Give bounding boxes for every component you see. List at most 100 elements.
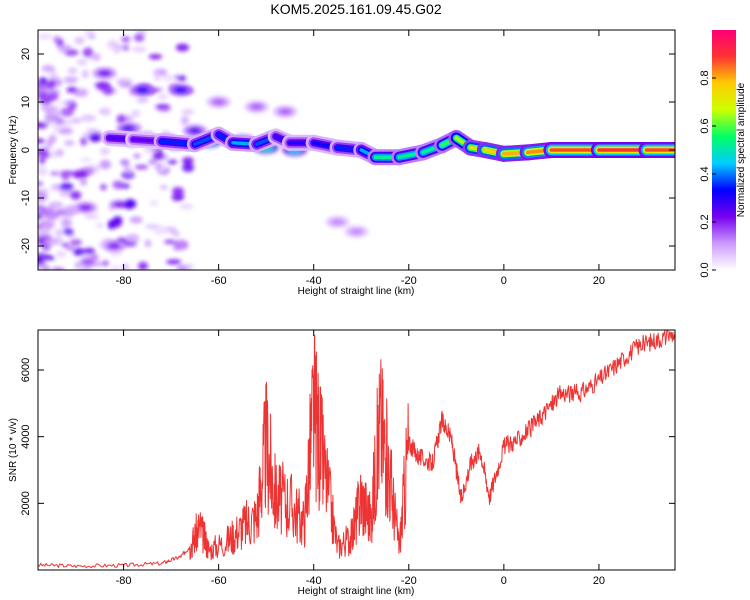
snr-x-tick-labels: -80 -60 -40 -20 0 20 [116,575,605,587]
x-tick-label: 20 [593,575,605,587]
noise-speckle [44,82,56,90]
noise-speckle [134,164,149,170]
noise-speckle [62,228,74,235]
noise-speckle [64,100,75,106]
spectral-blob [107,242,122,250]
noise-speckle [121,263,130,270]
noise-speckle [40,105,55,112]
noise-speckle [43,237,60,246]
noise-speckle [90,53,102,61]
noise-speckle [133,153,141,159]
noise-speckle [53,36,61,43]
y-tick-label: 20 [20,48,32,60]
y-tick-label: 6000 [20,358,32,382]
noise-speckle [121,36,131,43]
spectrogram-panel: -80 -60 -40 -20 0 20 -20 -10 0 10 20 Height of st… [8,29,676,297]
noise-speckle [38,181,44,186]
noise-speckle [56,148,64,157]
noise-speckle [49,171,60,176]
noise-speckle [124,168,135,174]
noise-speckle [72,169,89,179]
noise-speckle [83,247,96,255]
noise-speckle [38,157,46,165]
noise-speckle [63,49,79,56]
colorbar: 0.0 0.2 0.4 0.6 0.8 Normalized spectral ampl… [699,30,747,278]
noise-speckle [48,201,64,209]
noise-speckle [99,147,111,155]
y-tick-label: 2000 [20,491,32,515]
noise-speckle [92,261,103,267]
noise-speckle [123,241,137,247]
noise-speckle [154,71,161,82]
noise-speckle [101,107,112,116]
x-tick-label: -20 [401,275,417,287]
noise-speckle [179,203,194,210]
x-tick-label: 0 [501,575,507,587]
noise-speckle [149,200,159,206]
noise-speckle [155,103,171,110]
y-tick-label: 4000 [20,424,32,448]
snr-line [38,330,675,569]
noise-speckle [38,82,44,90]
noise-speckle [106,40,120,50]
noise-speckle [80,157,93,163]
noise-speckle [80,114,96,122]
colorbar-tick-label: 0.2 [699,214,711,229]
noise-speckle [163,239,177,245]
noise-speckle [38,148,49,157]
spectral-blob [349,228,364,236]
noise-speckle [132,46,147,53]
noise-speckle [60,170,71,181]
x-tick-label: -60 [211,575,227,587]
snr-y-axis-label: SNR (10 * v/v) [8,418,19,482]
snr-panel: -80 -60 -40 -20 0 20 2000 4000 6000 Height of s… [8,329,676,597]
noise-speckle [52,118,59,124]
noise-speckle [102,85,115,96]
noise-speckle [112,215,123,225]
noise-speckle [66,86,78,94]
chart-title: KOM5.2025.161.09.45.G02 [270,1,441,17]
noise-speckle [69,239,83,246]
noise-speckle [54,228,64,237]
x-tick-label: -40 [306,575,322,587]
noise-speckle [122,44,130,52]
spectrogram-x-axis-label: Height of straight line (km) [298,286,415,297]
noise-speckle [60,218,72,228]
noise-speckle [181,157,194,164]
colorbar-tick-label: 0.0 [699,262,711,277]
noise-speckle [80,137,88,146]
noise-speckle [67,67,78,74]
noise-speckle [125,233,140,243]
noise-speckle [165,259,182,265]
y-tick-label: 0 [20,147,32,153]
spectrogram-x-tick-labels: -80 -60 -40 -20 0 20 [116,275,605,287]
spectral-blob [187,127,202,135]
noise-speckle [81,69,89,79]
noise-speckle [175,43,190,52]
noise-speckle [41,86,48,93]
colorbar-tick-label: 0.6 [699,118,711,133]
noise-speckle [162,75,174,81]
noise-speckle [38,258,45,265]
spectral-ridge [101,126,675,166]
noise-speckle [95,223,104,228]
x-tick-label: 20 [593,275,605,287]
noise-speckle [176,265,188,270]
spectral-blob [211,98,226,106]
noise-speckle [177,75,187,82]
spectral-blob [173,86,188,94]
noise-speckle [45,207,55,215]
spectral-blob [97,69,112,77]
noise-speckle [60,107,74,117]
spectrogram-content [38,30,675,270]
x-tick-label: -80 [116,275,132,287]
noise-speckle [88,34,96,40]
y-tick-label: 10 [20,96,32,108]
noise-speckle [45,110,53,119]
noise-speckle [38,93,52,100]
noise-speckle [51,267,65,270]
noise-speckle [155,163,162,169]
noise-speckle [171,193,185,202]
noise-speckle [38,253,49,259]
